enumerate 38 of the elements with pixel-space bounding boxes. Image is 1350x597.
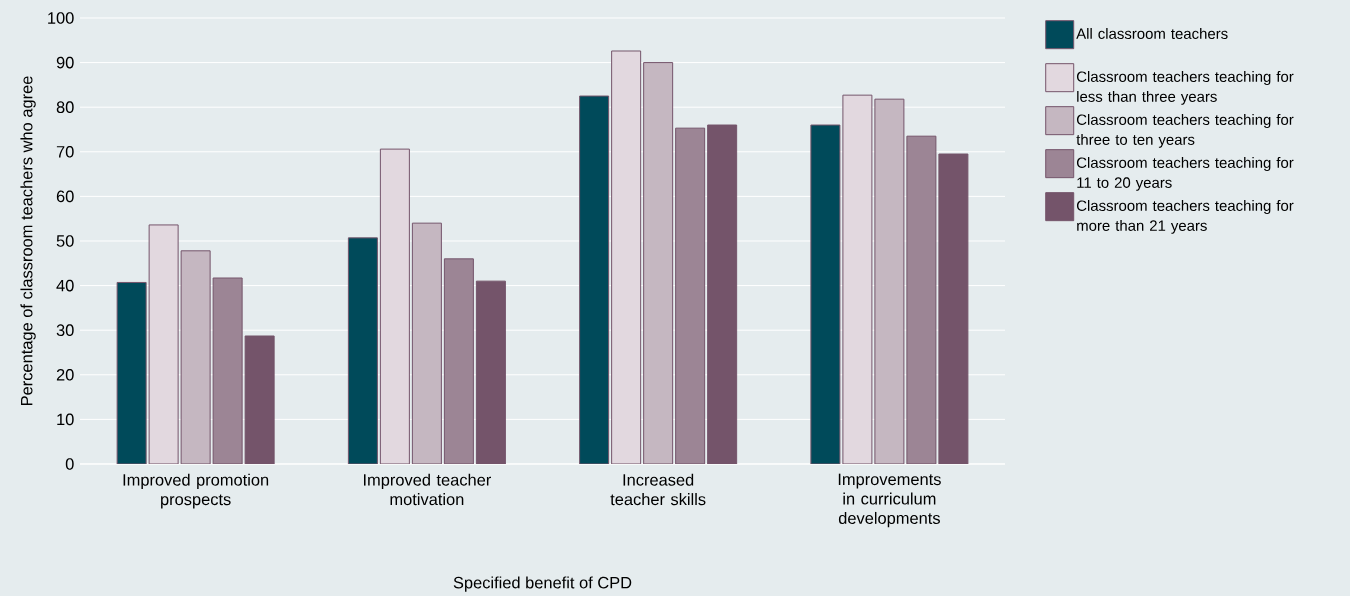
bar <box>411 222 442 464</box>
bar <box>611 50 642 464</box>
legend-label: Classroom teachers teaching for more than 21 years <box>1076 199 1294 234</box>
bar <box>180 250 211 464</box>
y-tick-label: 50 <box>56 235 74 247</box>
bar <box>148 224 179 464</box>
bar <box>116 281 147 464</box>
legend-label: Classroom teachers teaching for three to ten years <box>1076 113 1294 148</box>
legend-label: All classroom teachers <box>1076 27 1228 39</box>
bar <box>874 98 905 464</box>
y-tick-label: 40 <box>56 279 74 292</box>
legend-label: Classroom teachers teaching for less than three years <box>1076 70 1294 105</box>
bar <box>347 237 378 464</box>
y-tick-label: 90 <box>56 56 74 69</box>
bar <box>810 124 841 464</box>
bar <box>379 148 410 464</box>
y-tick-label: 30 <box>56 324 74 336</box>
x-tick-label: Improved teacher motivation <box>363 473 492 506</box>
y-axis-title: Percentage of classroom teachers who agree <box>20 76 36 405</box>
bar <box>906 135 937 464</box>
legend-label: Classroom teachers teaching for 11 to 20 years <box>1076 156 1294 191</box>
bar <box>842 94 873 464</box>
x-axis-title: Specified benefit of CPD <box>453 576 632 592</box>
x-tick-label: Improvements in curriculum developments <box>838 473 941 528</box>
y-tick-label: 0 <box>65 458 74 470</box>
y-tick-label: 10 <box>57 413 74 426</box>
bar <box>643 61 674 464</box>
bar <box>579 95 610 464</box>
y-tick-label: 100 <box>48 12 74 24</box>
y-tick-label: 70 <box>56 145 74 158</box>
y-tick-label: 20 <box>56 368 74 381</box>
y-tick-label: 60 <box>56 190 74 203</box>
x-tick-label: Increased teacher skills <box>610 473 706 506</box>
x-tick-label: Improved promotion prospects <box>123 473 269 509</box>
y-tick-label: 80 <box>56 101 74 113</box>
bar <box>212 277 243 464</box>
bar <box>675 127 706 464</box>
bar <box>443 258 474 464</box>
